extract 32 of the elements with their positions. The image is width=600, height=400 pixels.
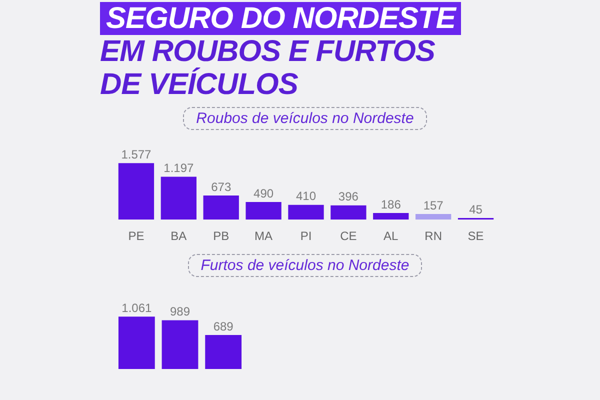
x-tick-label: CE <box>340 229 357 244</box>
data-label: 989 <box>170 304 190 319</box>
data-label: 186 <box>380 197 402 212</box>
x-tick-label: BA <box>170 229 187 244</box>
x-tick-label: PI <box>300 229 312 244</box>
data-label: 396 <box>338 190 359 204</box>
data-label: 689 <box>213 319 234 334</box>
x-tick-label: SE <box>468 229 484 244</box>
x-tick-label: RN <box>424 229 442 244</box>
chart-subtitle: Roubos de veículos no Nordeste <box>183 107 427 130</box>
data-label: 157 <box>423 198 444 212</box>
bar <box>246 202 282 220</box>
data-label: 1.577 <box>121 147 152 162</box>
bar <box>203 196 239 220</box>
bar <box>288 204 324 220</box>
x-tick-label: AL <box>384 229 399 244</box>
data-label: 1.061 <box>122 300 152 315</box>
chart-title: SEGURO DO NORDESTE EM ROUBOS E FURTOS DE VEÍCULOS <box>100 2 458 101</box>
x-tick-label: MA <box>254 229 273 244</box>
data-label: 45 <box>469 202 483 216</box>
data-label: 410 <box>296 189 316 204</box>
bar <box>160 176 196 220</box>
bar <box>330 205 366 220</box>
x-tick-label: PE <box>128 229 144 244</box>
text: Furtos de veículos no Nordeste <box>188 254 422 277</box>
bar <box>373 212 409 220</box>
data-label: 1.197 <box>164 161 194 176</box>
x-tick-label: PB <box>213 229 230 244</box>
data-label: 490 <box>254 186 274 200</box>
data-label: 673 <box>211 180 232 194</box>
bar <box>416 214 452 220</box>
bar <box>118 163 154 220</box>
